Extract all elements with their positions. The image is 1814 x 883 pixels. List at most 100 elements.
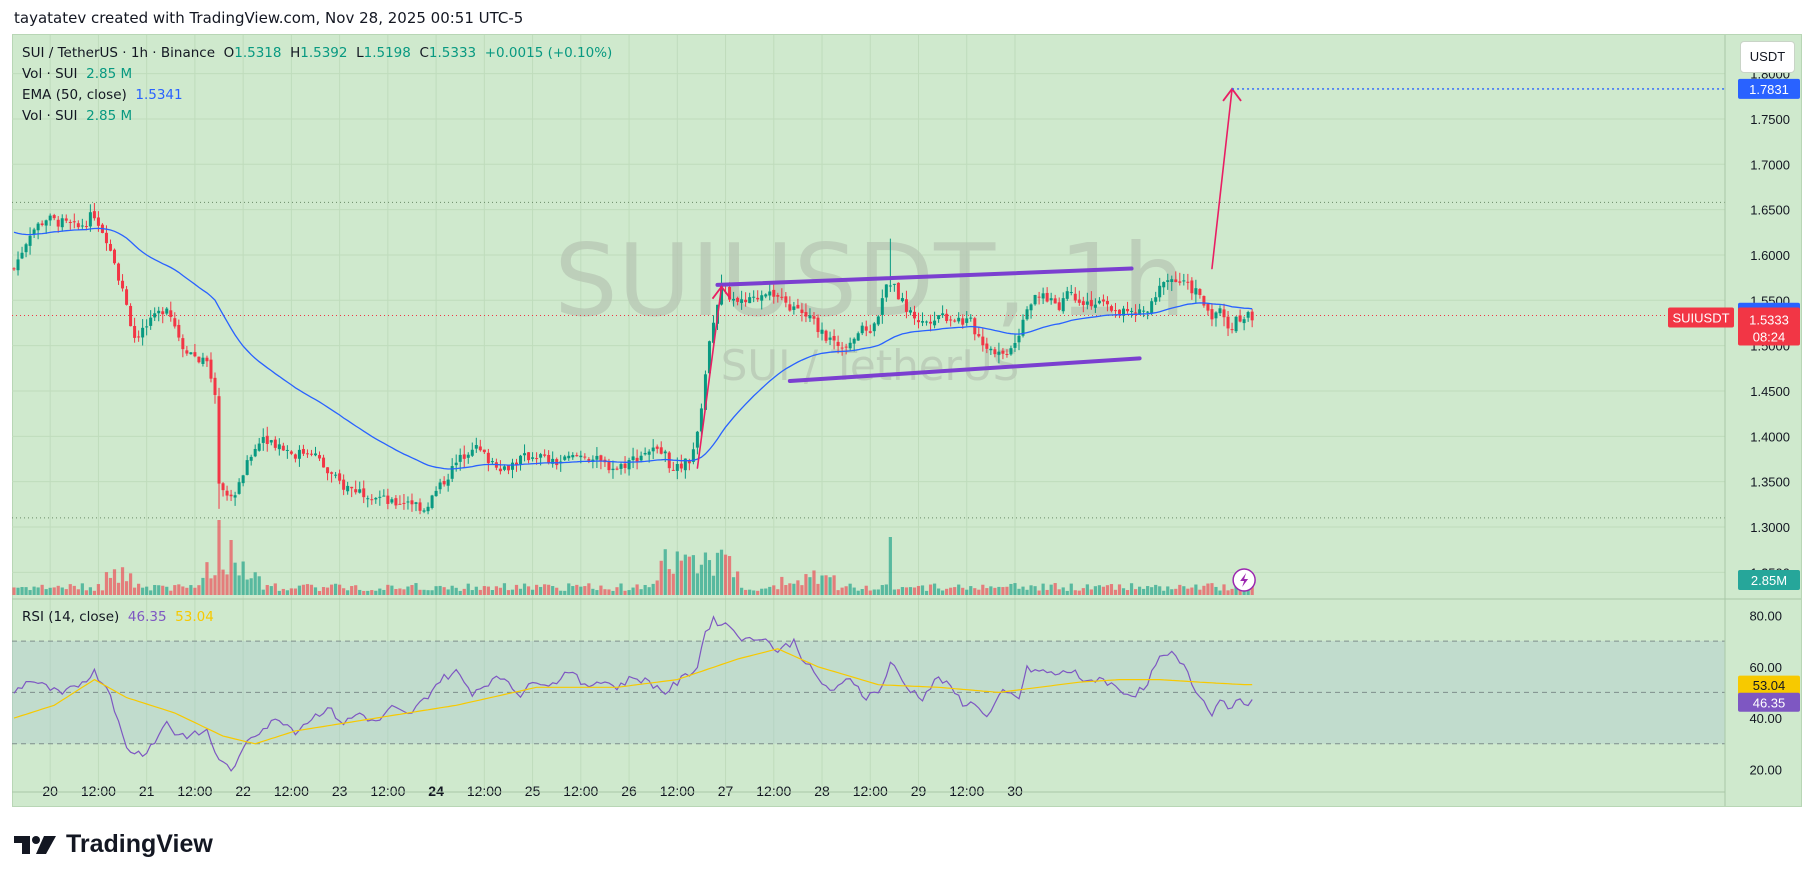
- price-tick-label: 1.6000: [1750, 248, 1790, 263]
- time-tick-label: 24: [428, 783, 444, 799]
- chart-area[interactable]: [12, 34, 1802, 807]
- price-tick-label: 1.7500: [1750, 112, 1790, 127]
- candle-body: [378, 496, 382, 498]
- volume-bar: [752, 590, 756, 595]
- candle-body: [113, 249, 116, 264]
- volume-bar: [1230, 588, 1234, 595]
- volume-bar: [912, 587, 917, 595]
- volume-bar: [671, 573, 675, 595]
- volume-bar: [800, 585, 804, 595]
- candle-body: [1226, 316, 1230, 329]
- candle-body: [16, 259, 20, 271]
- volume-bar: [60, 587, 64, 595]
- candle-body: [1037, 296, 1041, 298]
- currency-unit-button[interactable]: USDT: [1740, 41, 1795, 73]
- candle-body: [744, 299, 748, 303]
- candle-body: [623, 463, 627, 468]
- volume-bar: [744, 589, 748, 595]
- volume-bar: [993, 587, 997, 595]
- candle-body: [872, 323, 876, 332]
- candle-body: [1093, 304, 1097, 308]
- candle-body: [1162, 282, 1166, 288]
- rsi-badge: 46.35: [1753, 695, 1786, 710]
- time-tick-label: 12:00: [853, 783, 888, 799]
- volume-bars: [12, 520, 1254, 595]
- volume-bar: [317, 590, 322, 595]
- volume-bar: [579, 586, 583, 595]
- candle-body: [776, 295, 780, 297]
- volume-bar: [494, 586, 498, 595]
- volume-bar: [892, 589, 896, 595]
- volume-bar: [876, 589, 880, 595]
- candle-body: [1206, 303, 1210, 311]
- candle-body: [76, 223, 80, 228]
- volume-bar: [470, 590, 474, 595]
- candle-body: [852, 338, 856, 344]
- candle-body: [1041, 293, 1045, 299]
- candle-body: [639, 455, 643, 461]
- candle-body: [153, 313, 157, 318]
- candle-body: [1126, 308, 1130, 312]
- volume-legend-2[interactable]: Vol · SUI 2.85 M: [22, 108, 132, 124]
- volume-bar: [691, 555, 695, 595]
- candle-body: [703, 374, 707, 410]
- rsi-tick-label: 80.00: [1749, 608, 1782, 623]
- tradingview-logo[interactable]: TradingView: [14, 830, 213, 859]
- ema-value: 1.5341: [135, 87, 183, 103]
- volume-bar: [832, 575, 836, 595]
- brand-name: TradingView: [66, 830, 213, 858]
- volume-bar: [860, 589, 864, 595]
- candle-body: [768, 291, 772, 296]
- volume-bar: [104, 572, 109, 595]
- candle-body: [1170, 279, 1174, 282]
- rsi-legend[interactable]: RSI (14, close) 46.35 53.04: [22, 609, 214, 625]
- rsi-value: 46.35: [127, 609, 167, 625]
- volume-bar: [253, 572, 257, 595]
- volume-bar: [719, 549, 724, 595]
- volume-bar: [145, 586, 149, 595]
- candle-body: [635, 457, 639, 462]
- volume-bar: [711, 575, 716, 595]
- candle-body: [945, 313, 949, 321]
- volume-bar: [474, 586, 478, 595]
- volume-bar: [225, 574, 229, 595]
- volume-bar: [120, 567, 125, 595]
- candle-body: [989, 348, 993, 351]
- price-tick-label: 1.3500: [1750, 475, 1790, 490]
- candle-body: [181, 338, 185, 350]
- candle-body: [354, 489, 358, 493]
- volume-bar: [1150, 587, 1154, 595]
- candle-body: [482, 449, 486, 453]
- volume-bar: [1190, 587, 1194, 595]
- volume-bar: [1214, 586, 1218, 595]
- candle-body: [711, 322, 715, 343]
- volume-legend[interactable]: Vol · SUI 2.85 M: [22, 66, 132, 82]
- candle-body: [301, 448, 305, 454]
- candle-body: [659, 447, 663, 454]
- symbol-line: SUI / TetherUS · 1h · Binance: [22, 45, 215, 61]
- candle-body: [792, 306, 796, 310]
- volume-bar: [997, 586, 1001, 595]
- candle-body: [993, 349, 997, 355]
- volume-label: Vol · SUI: [22, 66, 78, 82]
- ema-legend[interactable]: EMA (50, close) 1.5341: [22, 87, 183, 103]
- candle-body: [1202, 296, 1206, 306]
- volume-bar: [325, 587, 330, 595]
- candle-body: [523, 453, 527, 456]
- volume-bar: [510, 589, 515, 595]
- ema-line: [13, 227, 1253, 470]
- volume-bar: [490, 590, 494, 595]
- volume-bar: [1113, 589, 1118, 595]
- volume-bar: [498, 587, 503, 595]
- time-tick-label: 12:00: [81, 783, 116, 799]
- grid-lines: [12, 35, 1725, 790]
- low-label: L: [356, 45, 364, 61]
- volume-bar: [486, 586, 490, 595]
- volume-bar: [844, 586, 848, 595]
- candle-body: [386, 495, 390, 504]
- volume-bar: [969, 586, 973, 595]
- volume-bar: [551, 586, 555, 595]
- volume-bar: [1154, 584, 1158, 595]
- candle-body: [1089, 299, 1093, 307]
